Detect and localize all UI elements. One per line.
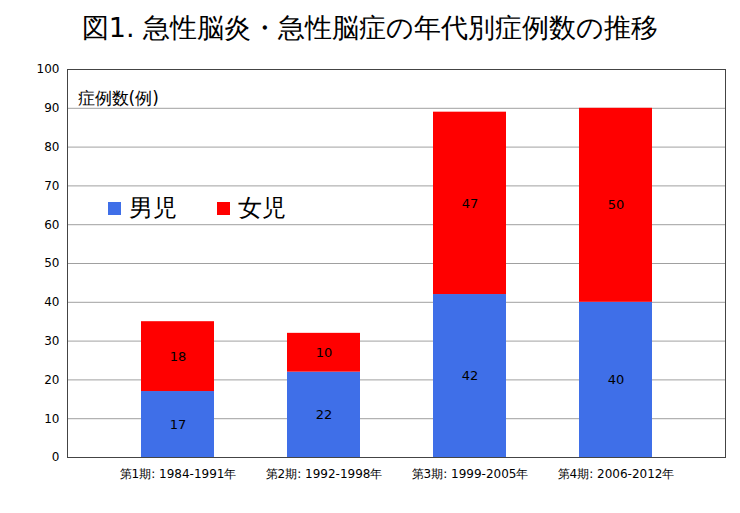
svg-text:第4期: 2006-2012年: 第4期: 2006-2012年	[558, 467, 675, 481]
html-text:女児: 女児	[238, 194, 286, 222]
svg-text:症例数(例): 症例数(例)	[78, 88, 159, 108]
svg-text:20: 20	[44, 373, 59, 387]
html-text:図1. 急性脳炎・急性脳症の年代別症例数の推移: 図1. 急性脳炎・急性脳症の年代別症例数の推移	[81, 12, 659, 43]
svg-text:第2期: 1992-1998年: 第2期: 1992-1998年	[266, 467, 383, 481]
svg-text:18: 18	[170, 349, 187, 364]
svg-text:90: 90	[44, 101, 59, 115]
svg-text:40: 40	[44, 295, 59, 309]
svg-text:第3期: 1999-2005年: 第3期: 1999-2005年	[412, 467, 529, 481]
svg-text:100: 100	[37, 62, 60, 76]
svg-text:50: 50	[44, 256, 59, 270]
svg-text:10: 10	[44, 412, 59, 426]
html-text:男児: 男児	[129, 194, 177, 222]
svg-text:50: 50	[608, 197, 625, 212]
svg-text:70: 70	[44, 179, 59, 193]
svg-text:47: 47	[462, 196, 479, 211]
svg-text:17: 17	[170, 417, 187, 432]
svg-text:40: 40	[608, 372, 625, 387]
svg-text:22: 22	[316, 407, 333, 422]
svg-text:42: 42	[462, 368, 479, 383]
svg-text:80: 80	[44, 140, 59, 154]
svg-text:第1期: 1984-1991年: 第1期: 1984-1991年	[120, 467, 237, 481]
svg-text:0: 0	[52, 450, 60, 464]
svg-text:30: 30	[44, 334, 59, 348]
svg-text:60: 60	[44, 218, 59, 232]
svg-text:10: 10	[316, 345, 333, 360]
